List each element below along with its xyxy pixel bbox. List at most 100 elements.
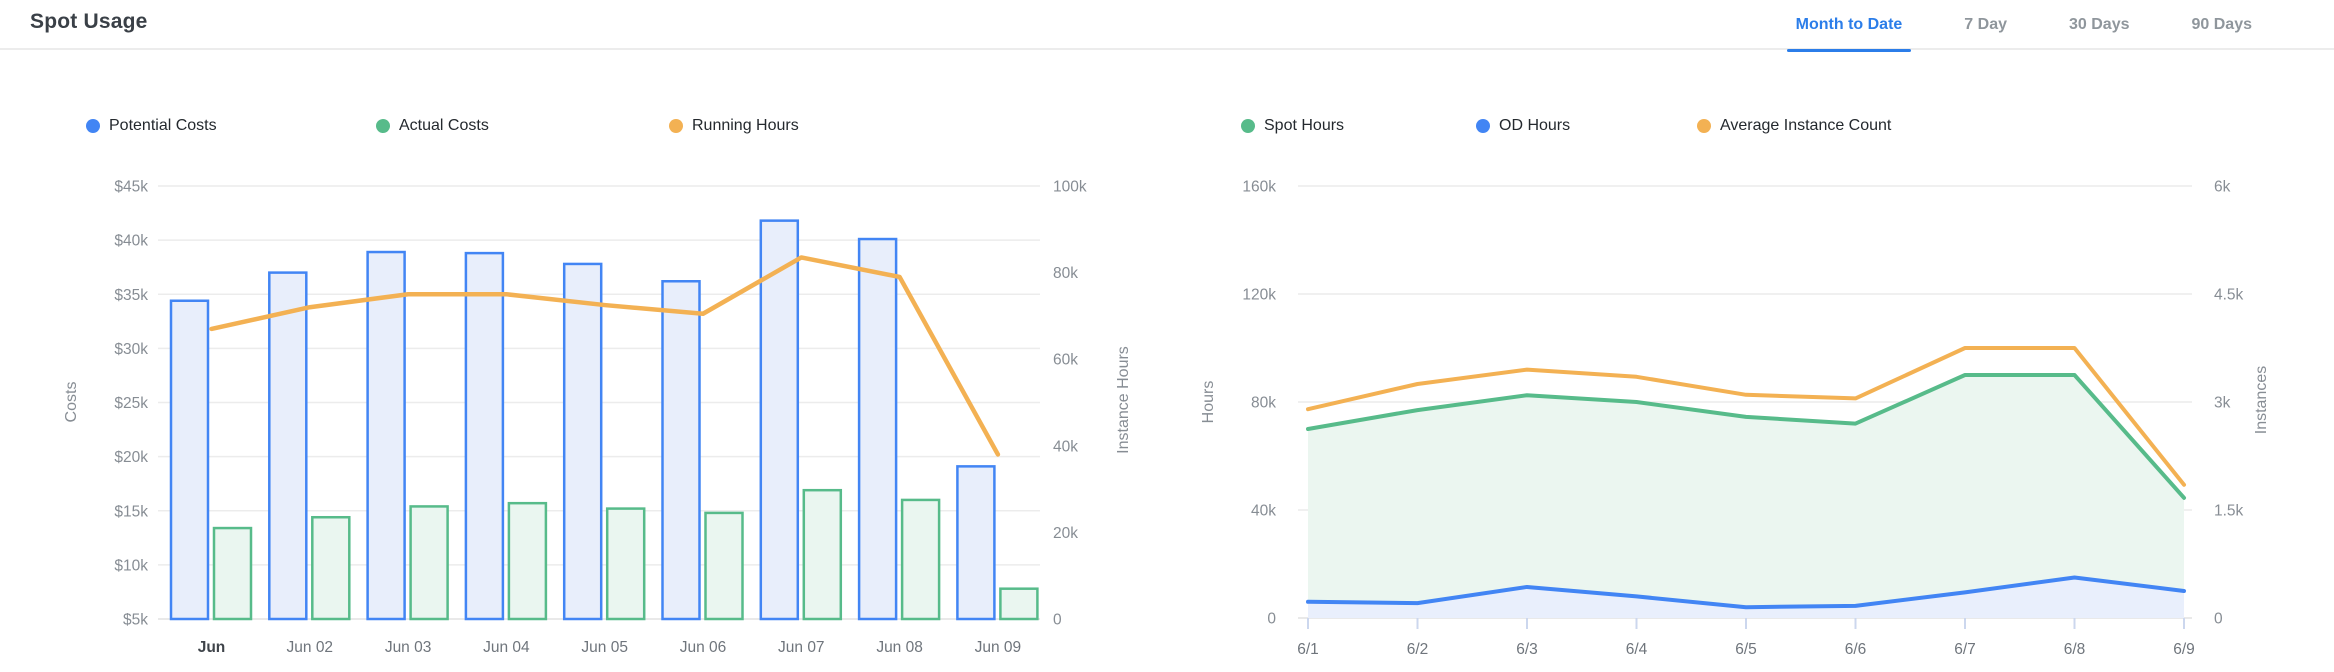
y-axis-left-tick-label: 0 xyxy=(1267,611,1276,628)
x-axis-label: Jun 05 xyxy=(581,639,628,656)
y-axis-right-tick-label: 60k xyxy=(1053,352,1078,369)
running-hours-line[interactable] xyxy=(209,255,1001,457)
y-axis-left-tick-label: $30k xyxy=(114,341,148,358)
bar-actual-costs-jun-04[interactable] xyxy=(507,501,548,621)
od-hours-line[interactable] xyxy=(1306,575,2186,610)
y-axis-left-tick-label: $45k xyxy=(114,179,148,196)
legend-dot-spot-hours xyxy=(1241,119,1255,133)
bar-actual-costs-jun-06[interactable] xyxy=(704,511,744,621)
bar-potential-costs-jun-05[interactable] xyxy=(562,262,603,621)
x-axis-label: Jun 07 xyxy=(778,639,825,656)
bar-potential-costs-jun-02[interactable] xyxy=(268,271,308,621)
legend-dot-average-instance-count xyxy=(1697,119,1711,133)
bar-potential-costs-jun[interactable] xyxy=(169,299,210,621)
y-axis-left-tick-label: $5k xyxy=(123,612,148,629)
bar-potential-costs-jun-06[interactable] xyxy=(661,280,701,621)
active-tab-underline xyxy=(1786,49,1912,52)
y-axis-right-tick-label: 1.5k xyxy=(2214,503,2244,520)
x-axis-label: Jun 09 xyxy=(975,639,1022,656)
y-axis-left-title: Costs xyxy=(63,382,80,423)
y-axis-left-tick-label: $40k xyxy=(114,233,148,250)
header: Spot Usage Month to Date 7 Day 30 Days 90 D… xyxy=(0,0,2334,52)
legend-label: Average Instance Count xyxy=(1720,117,1892,134)
tab-month-to-date[interactable]: Month to Date xyxy=(1786,0,1912,52)
y-axis-left-tick-label: $10k xyxy=(114,557,148,574)
y-axis-left-tick-label: 160k xyxy=(1242,179,1276,196)
x-axis-label: 6/2 xyxy=(1407,641,1429,658)
legend-item-running-hours[interactable]: Running Hours xyxy=(669,117,799,135)
bar-potential-costs-jun-09[interactable] xyxy=(956,465,996,621)
bar-potential-costs-jun-03[interactable] xyxy=(366,250,406,621)
legend-label: OD Hours xyxy=(1499,117,1571,134)
bar-actual-costs-jun-07[interactable] xyxy=(802,488,843,621)
legend-label: Spot Hours xyxy=(1264,117,1345,134)
y-axis-right-title: Instance Hours xyxy=(1115,346,1132,454)
y-axis-right-tick-label: 0 xyxy=(2214,611,2223,628)
y-axis-right-tick-label: 40k xyxy=(1053,438,1078,455)
y-axis-left-title: Hours xyxy=(1200,381,1217,424)
x-axis-label: 6/9 xyxy=(2173,641,2195,658)
legend-item-average-instance-count[interactable]: Average Instance Count xyxy=(1697,117,1891,135)
y-axis-right-tick-label: 4.5k xyxy=(2214,287,2244,304)
bar-actual-costs-jun-02[interactable] xyxy=(311,515,351,621)
bar-potential-costs-jun-07[interactable] xyxy=(759,219,800,621)
bar-actual-costs-jun-03[interactable] xyxy=(409,505,449,621)
bar-potential-costs-jun-04[interactable] xyxy=(464,251,505,621)
legend-dot-actual-costs xyxy=(376,119,390,133)
legend-dot-potential-costs xyxy=(86,119,100,133)
y-axis-right-tick-label: 80k xyxy=(1053,265,1078,282)
legend-dot-od-hours xyxy=(1476,119,1490,133)
x-axis-label: 6/6 xyxy=(1845,641,1867,658)
page-title: Spot Usage xyxy=(30,10,148,33)
average-instance-count-line[interactable] xyxy=(1306,346,2186,487)
y-axis-left-tick-label: 120k xyxy=(1242,287,1276,304)
bar-potential-costs-jun-08[interactable] xyxy=(857,237,898,621)
bar-actual-costs-jun-08[interactable] xyxy=(900,498,941,621)
potential-costs-bars xyxy=(169,219,996,621)
x-axis-label: Jun 06 xyxy=(680,639,727,656)
y-axis-left-tick-label: $35k xyxy=(114,287,148,304)
x-axis-label: 6/7 xyxy=(1954,641,1976,658)
tab-30-days[interactable]: 30 Days xyxy=(2069,16,2130,33)
y-axis-right-tick-label: 3k xyxy=(2214,395,2231,412)
hours-and-instances-chart: 160k 120k 80k 40k 0 6k 4.5k 3k 1.5k 0 Hours Instanc… xyxy=(1200,179,2270,659)
x-axis-label: Jun 03 xyxy=(385,639,432,656)
x-axis-label: Jun 04 xyxy=(483,639,530,656)
x-axis-label: 6/8 xyxy=(2064,641,2086,658)
spot-hours-line[interactable] xyxy=(1306,373,2186,500)
y-axis-left-tick-label: 40k xyxy=(1251,503,1276,520)
y-axis-left-tick-label: 80k xyxy=(1251,395,1276,412)
y-axis-left-tick-label: $25k xyxy=(114,395,148,412)
time-range-tabs: Month to Date 7 Day 30 Days 90 Days xyxy=(1786,0,2254,52)
costs-and-running-hours-chart: $45k $40k $35k $30k $25k $20k $15k $10k $5k 100k 8… xyxy=(63,179,1132,657)
y-axis-left-tick-label: $15k xyxy=(114,503,148,520)
legend-item-spot-hours[interactable]: Spot Hours xyxy=(1241,117,1344,135)
x-axis-label: Jun 02 xyxy=(287,639,334,656)
legend-dot-running-hours xyxy=(669,119,683,133)
x-axis-label: 6/4 xyxy=(1626,641,1648,658)
legend-label: Potential Costs xyxy=(109,117,217,134)
y-axis-left-tick-label: $20k xyxy=(114,449,148,466)
legend-label: Actual Costs xyxy=(399,117,489,134)
x-axis-label: 6/1 xyxy=(1297,641,1319,658)
tab-7-day[interactable]: 7 Day xyxy=(1964,16,2007,33)
bar-actual-costs-jun[interactable] xyxy=(212,526,253,621)
bar-actual-costs-jun-05[interactable] xyxy=(605,507,646,621)
y-axis-right-tick-label: 100k xyxy=(1053,179,1087,196)
legend-item-actual-costs[interactable]: Actual Costs xyxy=(376,117,489,135)
spot-hours-area xyxy=(1308,375,2184,618)
tab-90-days[interactable]: 90 Days xyxy=(2191,16,2253,33)
legend-item-potential-costs[interactable]: Potential Costs xyxy=(86,117,217,135)
legend-label: Running Hours xyxy=(692,117,799,134)
x-axis-label: 6/3 xyxy=(1516,641,1538,658)
y-axis-right-tick-label: 6k xyxy=(2214,179,2231,196)
y-axis-right-title: Instances xyxy=(2253,366,2270,434)
x-axis-label: Jun xyxy=(198,639,226,656)
bar-actual-costs-jun-09[interactable] xyxy=(999,587,1039,621)
y-axis-right-tick-label: 20k xyxy=(1053,525,1078,542)
legend-item-od-hours[interactable]: OD Hours xyxy=(1476,117,1570,135)
y-axis-right-tick-label: 0 xyxy=(1053,612,1062,629)
x-axis-label: 6/5 xyxy=(1735,641,1757,658)
actual-costs-bars xyxy=(212,488,1039,621)
